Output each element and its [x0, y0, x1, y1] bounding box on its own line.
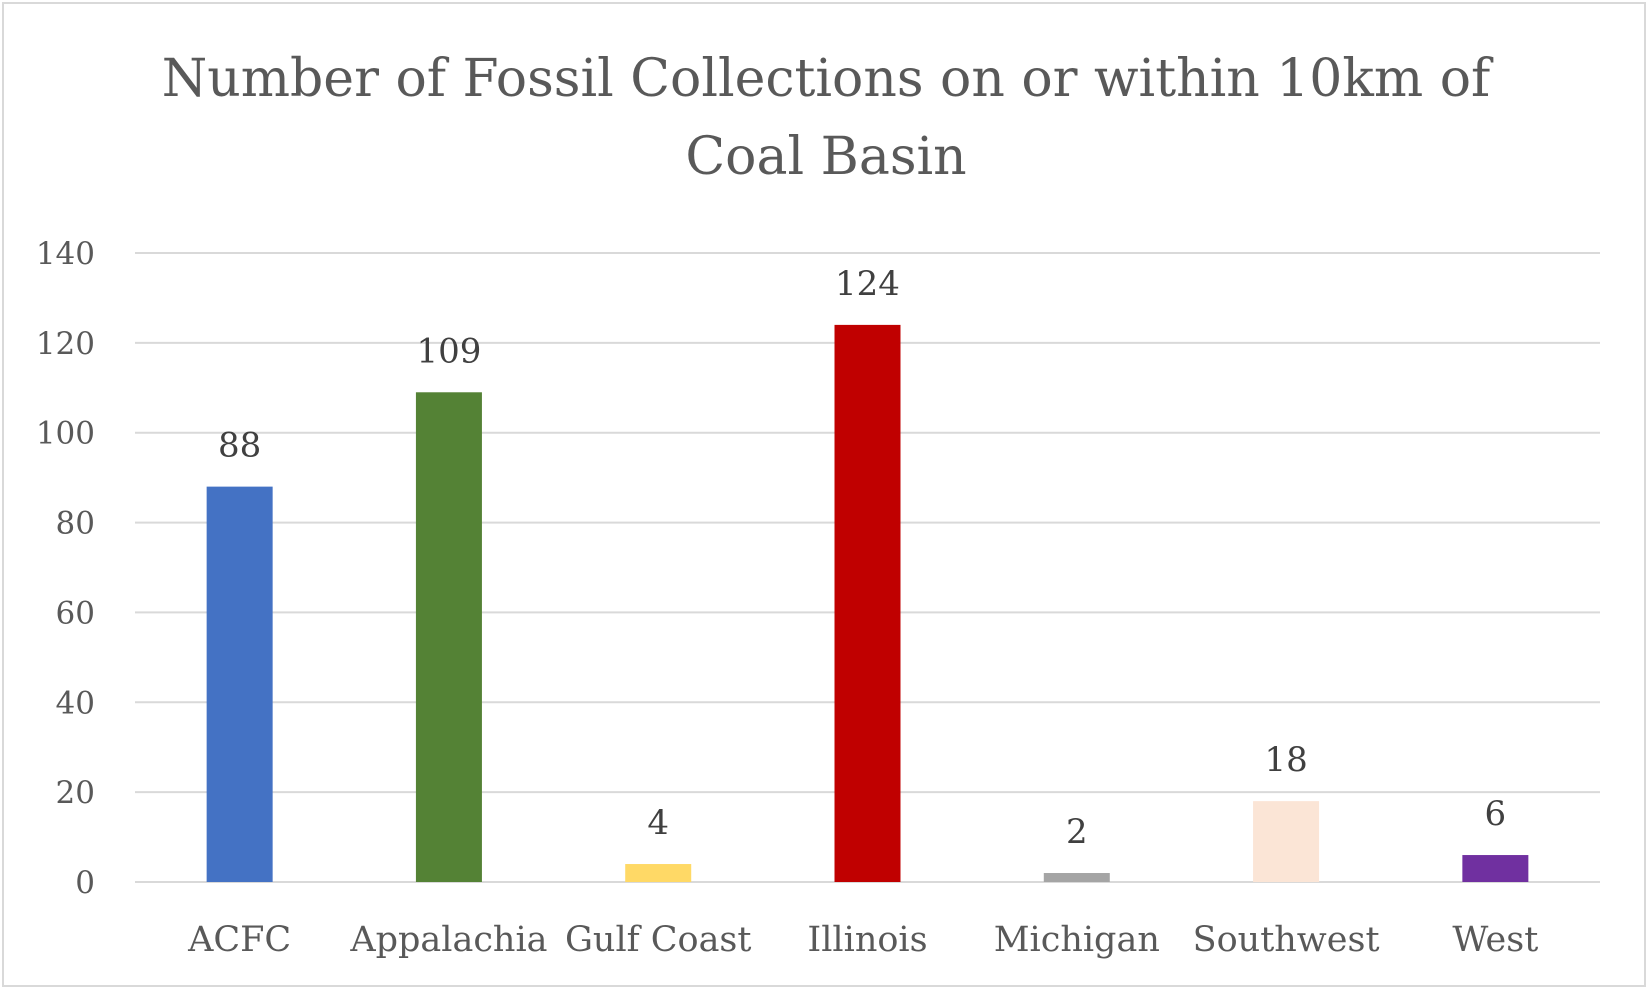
y-tick-label-100: 100 — [36, 416, 95, 452]
data-label-michigan: 2 — [1066, 812, 1088, 852]
bar-illinois — [834, 324, 901, 882]
x-tick-label-illinois: Illinois — [807, 920, 927, 960]
y-tick-label-40: 40 — [56, 685, 95, 721]
chart-title-line-2: Coal Basin — [685, 127, 967, 187]
y-tick-label-0: 0 — [75, 865, 95, 901]
x-tick-label-appalachia: Appalachia — [349, 920, 547, 960]
y-tick-label-60: 60 — [56, 595, 95, 631]
y-tick-label-120: 120 — [36, 326, 95, 362]
x-tick-label-southwest: Southwest — [1193, 920, 1380, 960]
x-tick-label-west: West — [1452, 920, 1538, 960]
bar-gulf-coast — [625, 864, 692, 882]
data-label-illinois: 124 — [835, 264, 900, 304]
bar-appalachia — [415, 392, 482, 882]
x-axis-category-labels: ACFC Appalachia Gulf Coast Illinois Michigan… — [187, 920, 1538, 960]
y-tick-label-80: 80 — [56, 506, 95, 542]
data-label-gulf-coast: 4 — [647, 803, 669, 843]
bars — [206, 324, 1529, 882]
x-tick-label-acfc: ACFC — [187, 920, 291, 960]
data-label-acfc: 88 — [218, 426, 261, 466]
y-tick-label-140: 140 — [36, 236, 95, 272]
data-labels: 88 109 4 124 2 18 6 — [218, 264, 1506, 852]
bar-southwest — [1253, 801, 1320, 882]
bar-acfc — [206, 486, 273, 882]
x-tick-label-gulf-coast: Gulf Coast — [565, 920, 752, 960]
data-label-appalachia: 109 — [416, 331, 481, 371]
data-label-west: 6 — [1485, 794, 1507, 834]
y-axis-tick-labels: 0 20 40 60 80 100 120 140 — [36, 236, 95, 901]
bar-michigan — [1043, 873, 1110, 882]
y-tick-label-20: 20 — [56, 775, 95, 811]
chart-title: Number of Fossil Collections on or withi… — [0, 40, 1652, 196]
chart-title-line-1: Number of Fossil Collections on or withi… — [161, 49, 1491, 109]
data-label-southwest: 18 — [1264, 740, 1307, 780]
bar-west — [1462, 855, 1529, 882]
x-tick-label-michigan: Michigan — [994, 920, 1160, 960]
